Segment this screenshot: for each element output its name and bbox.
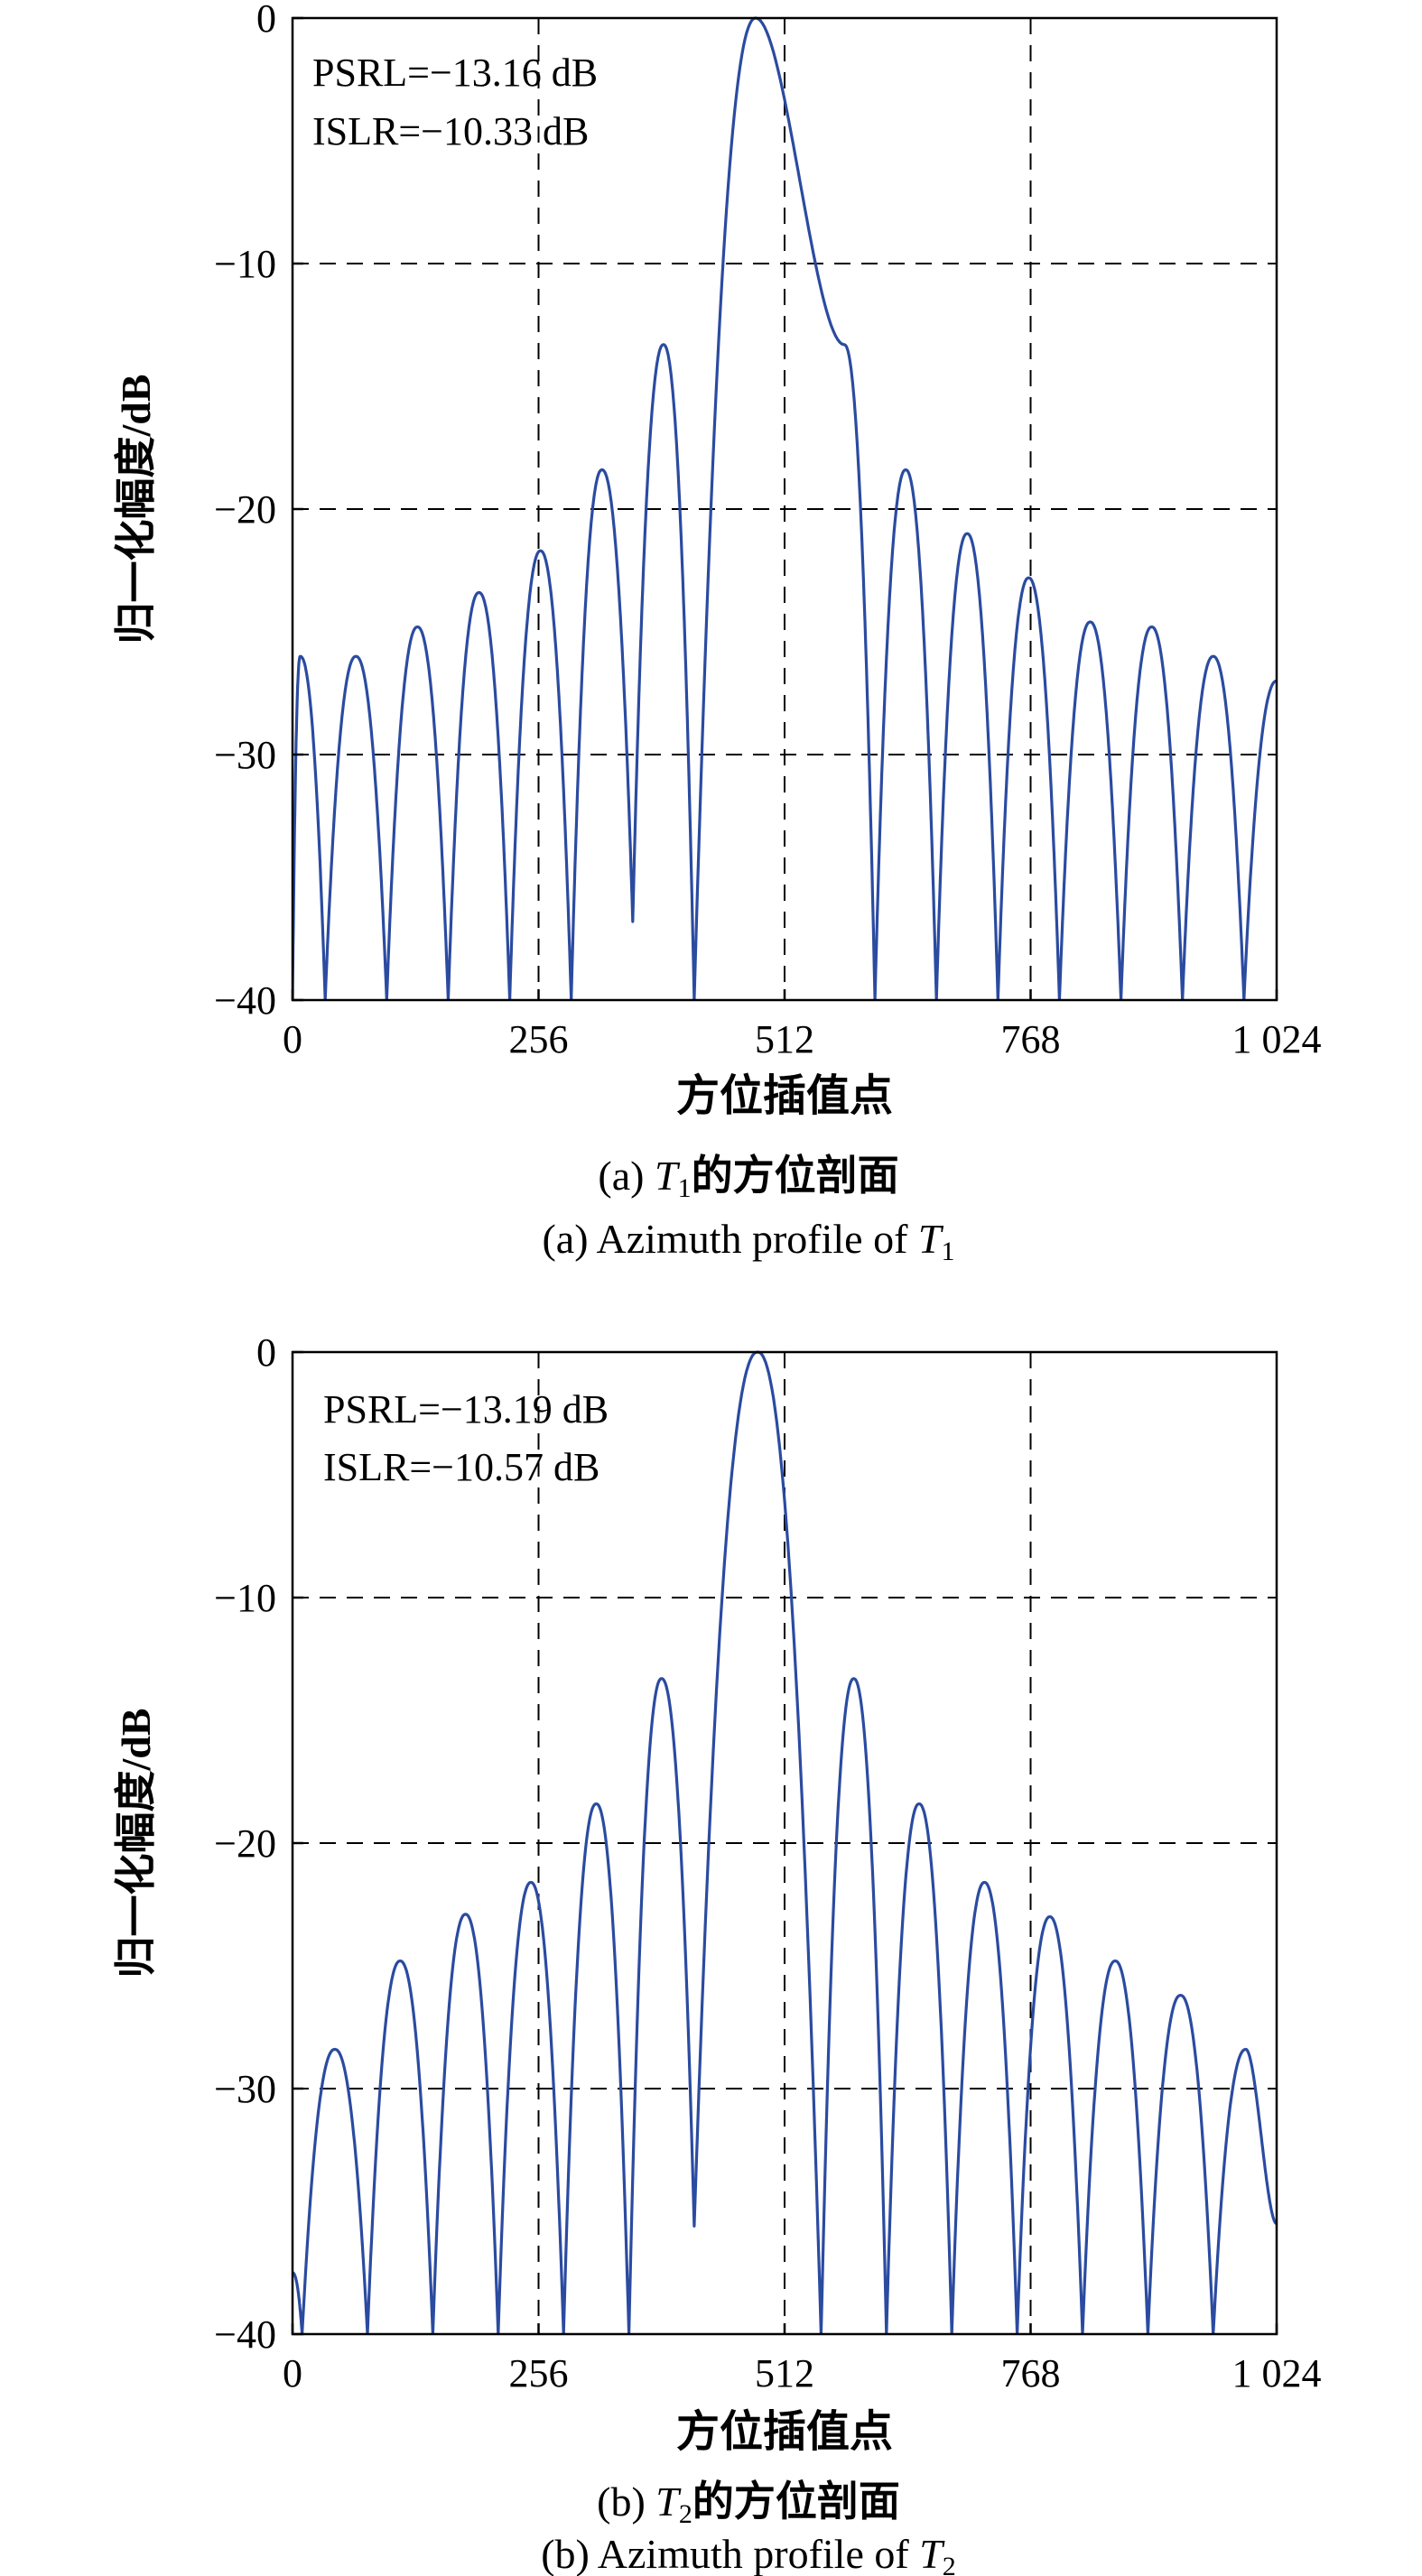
- x-tick-label: 512: [755, 2351, 814, 2395]
- x-tick-label: 256: [509, 2351, 569, 2395]
- y-tick-label: −10: [214, 1576, 276, 1620]
- caption-suffix: 的方位剖面: [692, 1153, 899, 1199]
- caption-prefix: (b): [597, 2479, 655, 2525]
- caption-prefix: (a): [598, 1153, 655, 1199]
- caption-variable: T: [655, 2479, 682, 2525]
- caption-subscript: 1: [942, 1237, 955, 1266]
- caption-variable: T: [655, 1153, 681, 1199]
- caption-subscript: 1: [678, 1173, 692, 1203]
- caption-prefix: (a) Azimuth profile of: [542, 1216, 917, 1262]
- caption-chinese: (b) T2的方位剖面: [597, 2479, 900, 2529]
- y-axis-label: 归一化幅度/dB: [113, 374, 159, 644]
- y-tick-label: 0: [256, 1330, 276, 1375]
- y-axis-label: 归一化幅度/dB: [113, 1708, 159, 1978]
- caption-variable: T: [919, 2531, 945, 2576]
- caption-variable: T: [918, 1216, 944, 1262]
- caption-chinese: (a) T1的方位剖面: [598, 1153, 898, 1203]
- islr-annotation: ISLR=−10.33 dB: [312, 109, 589, 153]
- y-tick-label: −40: [214, 2312, 276, 2357]
- x-tick-label: 1 024: [1232, 2351, 1322, 2395]
- y-tick-label: −10: [214, 242, 276, 286]
- x-tick-label: 0: [283, 2351, 302, 2395]
- x-tick-label: 512: [755, 1017, 814, 1061]
- caption-suffix: 的方位剖面: [692, 2479, 900, 2525]
- x-axis-label: 方位插值点: [676, 1072, 893, 1120]
- chart-panel-a: 0 256 512 768 1 024 0 −10 −20 −30 −40 PSRL=−13.16 …: [113, 0, 1322, 1266]
- y-tick-label: −20: [214, 1821, 276, 1866]
- x-tick-label: 1 024: [1232, 1017, 1322, 1061]
- azimuth-profile-line: [293, 1350, 1277, 2334]
- psrl-annotation: PSRL=−13.19 dB: [323, 1387, 609, 1432]
- x-tick-label: 256: [509, 1017, 569, 1061]
- caption-english: (b) Azimuth profile of T2: [541, 2531, 956, 2576]
- caption-subscript: 2: [679, 2499, 692, 2529]
- y-tick-label: −30: [214, 2067, 276, 2111]
- islr-annotation: ISLR=−10.57 dB: [323, 1445, 599, 1489]
- caption-english: (a) Azimuth profile of T1: [542, 1216, 954, 1266]
- x-axis-label: 方位插值点: [676, 2408, 893, 2456]
- x-tick-label: 768: [1001, 2351, 1061, 2395]
- caption-subscript: 2: [943, 2552, 956, 2576]
- y-tick-label: 0: [256, 0, 276, 41]
- chart-panel-b: 0 256 512 768 1 024 0 −10 −20 −30 −40 PSRL=−13.19 …: [113, 1330, 1322, 2576]
- y-tick-label: −30: [214, 733, 276, 777]
- x-tick-label: 0: [283, 1017, 302, 1061]
- y-tick-label: −40: [214, 978, 276, 1023]
- x-tick-label: 768: [1001, 1017, 1061, 1061]
- psrl-annotation: PSRL=−13.16 dB: [312, 51, 598, 95]
- y-tick-label: −20: [214, 487, 276, 532]
- caption-prefix: (b) Azimuth profile of: [541, 2531, 919, 2576]
